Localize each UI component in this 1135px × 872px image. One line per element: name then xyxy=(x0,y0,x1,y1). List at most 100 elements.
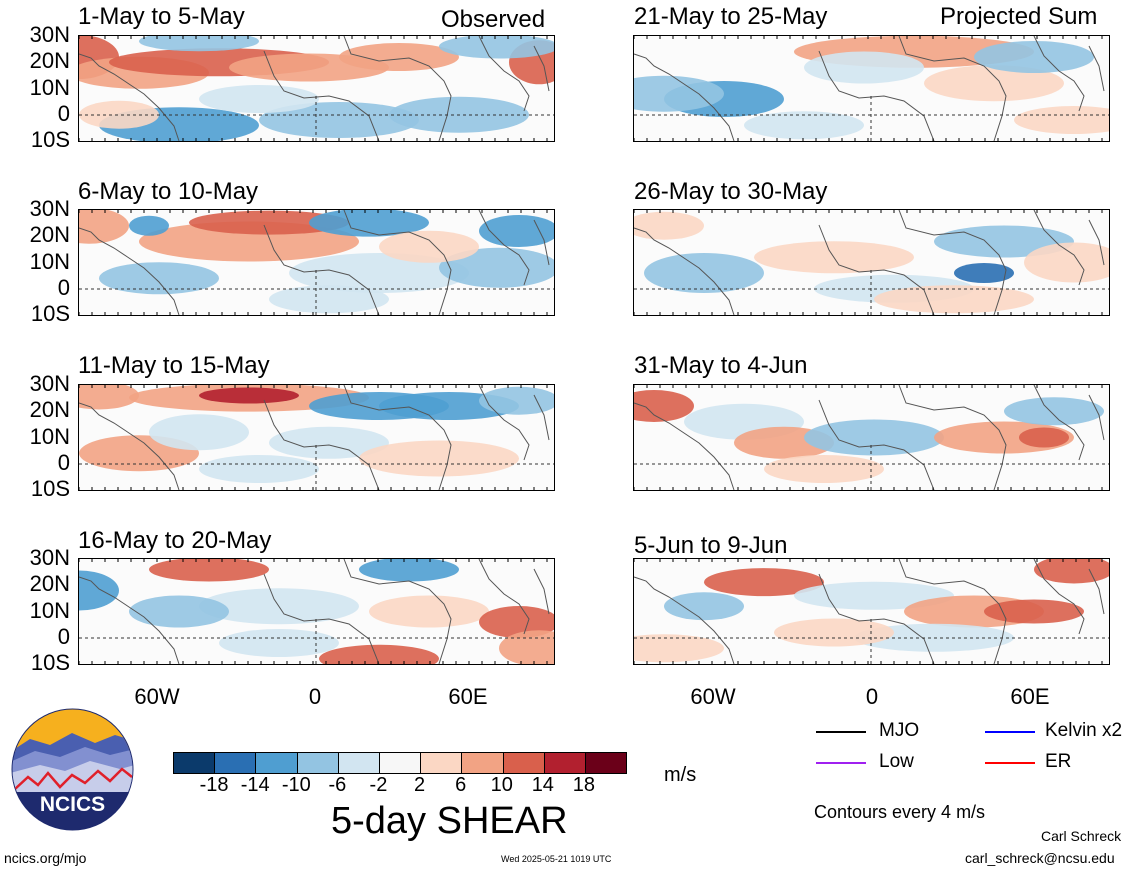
y-tick-label: 0 xyxy=(57,623,70,649)
shear-blob xyxy=(664,592,744,621)
y-tick-label: 30N xyxy=(29,545,70,570)
y-tick-label: 20N xyxy=(29,571,70,597)
shear-blob xyxy=(79,570,119,611)
coastline xyxy=(1033,36,1085,112)
shear-blob xyxy=(199,387,299,404)
shear-blob xyxy=(199,85,319,113)
shear-blob xyxy=(499,630,554,664)
y-tick-label: 10S xyxy=(30,301,70,326)
colorbar-swatch xyxy=(215,753,257,773)
shear-map xyxy=(78,558,555,665)
y-tick-label: 10S xyxy=(30,650,70,675)
shear-field xyxy=(79,559,554,664)
colorbar-tick-label: 18 xyxy=(572,774,596,796)
coastline xyxy=(79,227,180,315)
colorbar-tick-label: 2 xyxy=(413,774,426,796)
shear-blob xyxy=(319,644,439,664)
colorbar-swatch xyxy=(503,753,545,773)
x-tick-label: 0 xyxy=(308,684,322,709)
shear-blob xyxy=(479,386,554,415)
mjo-line xyxy=(816,731,866,733)
shear-blob xyxy=(804,419,944,456)
shear-blob xyxy=(369,595,489,628)
colorbar-tick-label: 6 xyxy=(455,774,467,796)
y-tick-label: 10N xyxy=(29,597,70,623)
panel-title: 26-May to 30-May xyxy=(634,178,828,205)
er-line xyxy=(985,762,1035,764)
shear-blob xyxy=(954,263,1014,283)
x-tick-label: 60W xyxy=(134,684,180,709)
observed-label: Observed xyxy=(441,6,546,33)
shear-blob xyxy=(1014,106,1109,134)
colorbar-swatch xyxy=(379,753,422,773)
units-label: m/s xyxy=(664,764,697,786)
colorbar-swatch xyxy=(462,753,504,773)
shear-blob xyxy=(129,215,169,236)
coastline xyxy=(1088,219,1105,266)
coastline xyxy=(634,227,735,315)
coastline xyxy=(898,559,1007,664)
panel-title: 31-May to 4-Jun xyxy=(634,352,808,379)
shear-blob xyxy=(259,102,419,138)
colorbar-swatch xyxy=(585,753,627,773)
y-tick-label: 10S xyxy=(30,476,70,501)
shear-map xyxy=(633,558,1110,665)
shear-blob xyxy=(744,111,864,140)
coastline xyxy=(634,53,735,141)
shear-map xyxy=(78,384,555,491)
x-tick-label: 0 xyxy=(865,684,879,709)
colorbar-tick-label: -10 xyxy=(281,774,311,796)
shear-blob xyxy=(149,559,269,582)
shear-blob xyxy=(439,36,554,59)
logo-text: NCICS xyxy=(40,793,105,816)
shear-blob xyxy=(269,426,389,459)
x-tick-label: 60W xyxy=(690,684,736,709)
y-tick-label: 10N xyxy=(29,248,70,274)
shear-blob xyxy=(79,210,129,244)
coastline xyxy=(634,402,735,490)
y-tick-label: 0 xyxy=(57,274,70,300)
shear-field xyxy=(634,36,1109,141)
shear-blob xyxy=(1004,397,1104,426)
shear-blob xyxy=(359,440,519,477)
footer-url: ncics.org/mjo xyxy=(4,850,87,866)
colorbar-tick-label: -14 xyxy=(240,774,270,796)
coastline xyxy=(1033,559,1085,635)
kelvin-line xyxy=(985,731,1035,733)
coastline xyxy=(79,576,180,664)
y-tick-label: 30N xyxy=(29,22,70,47)
shear-blob xyxy=(774,618,894,647)
shear-blob xyxy=(1024,242,1109,283)
coastline xyxy=(478,36,530,112)
coastline xyxy=(1088,45,1105,92)
shear-blob xyxy=(79,385,139,410)
y-tick-label: 10N xyxy=(29,423,70,449)
colorbar-swatch xyxy=(544,753,586,773)
coastline xyxy=(898,36,1007,141)
shear-field xyxy=(79,36,554,141)
shear-blob xyxy=(339,43,459,71)
x-tick-label: 60E xyxy=(448,684,488,709)
shear-field xyxy=(79,385,554,490)
shear-blob xyxy=(924,65,1064,102)
shear-blob xyxy=(1019,427,1069,448)
shear-blob xyxy=(139,36,259,52)
shear-blob xyxy=(149,414,249,451)
colorbar xyxy=(173,752,627,774)
coastline xyxy=(79,53,180,141)
shear-blob xyxy=(764,455,884,483)
shear-blob xyxy=(479,606,554,638)
shear-blob xyxy=(874,285,1034,314)
coastline xyxy=(343,385,452,490)
colorbar-swatch xyxy=(297,753,339,773)
coastline xyxy=(1088,568,1105,615)
low-line xyxy=(816,762,866,764)
coastline xyxy=(533,568,550,615)
shear-map xyxy=(78,209,555,316)
legend-er: ER xyxy=(1045,751,1072,772)
chart-title: 5-day SHEAR xyxy=(331,800,568,842)
colorbar-tick-label: 14 xyxy=(531,774,554,796)
coastline xyxy=(898,385,1007,490)
coastline xyxy=(478,385,530,461)
shear-blob xyxy=(199,455,319,483)
